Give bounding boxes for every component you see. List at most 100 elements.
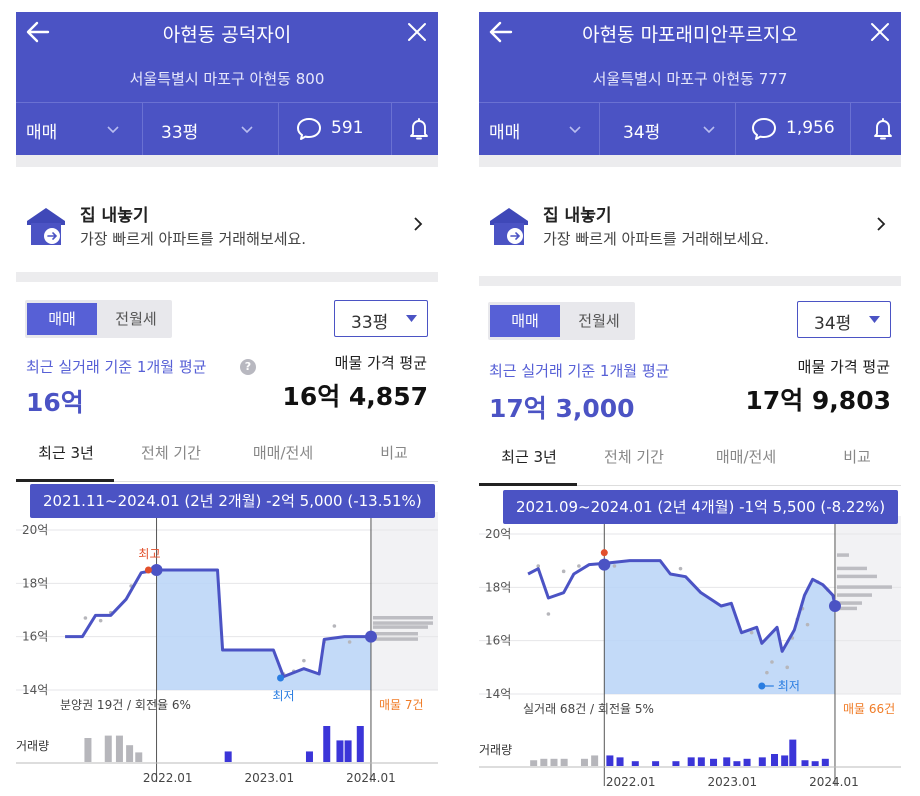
- volume-bar: [771, 754, 779, 766]
- comment-count: 1,956: [786, 118, 835, 138]
- asking-price-bar: [372, 637, 418, 641]
- period-highlight-area: [156, 570, 371, 690]
- deal-type-dropdown[interactable]: 매매: [479, 103, 600, 155]
- deal-type-dropdown[interactable]: 매매: [16, 103, 143, 155]
- size-select[interactable]: 33평: [334, 300, 428, 337]
- asking-price-bar: [836, 601, 862, 605]
- trade-point: [770, 660, 774, 664]
- tab-all-period[interactable]: 전체 기간: [604, 448, 664, 466]
- volume-bar: [723, 757, 731, 766]
- chevron-right-icon: [877, 217, 886, 231]
- x-tick-label: 2024.01: [809, 775, 859, 789]
- chevron-down-icon: [107, 126, 119, 134]
- volume-bar: [323, 726, 331, 762]
- size-select[interactable]: 34평: [797, 301, 891, 338]
- min-price-marker: [758, 682, 766, 690]
- tab-recent-3y[interactable]: 최근 3년: [501, 448, 557, 466]
- volume-bar: [540, 758, 548, 766]
- deal-type-label: 매매: [26, 123, 58, 143]
- filter-bar: 매매 34평 1,956: [479, 102, 901, 155]
- complex-panel-gongdeok: 아현동 공덕자이 서울특별시 마포구 아현동 800 매매 33평 591 집 …: [16, 12, 438, 796]
- toggle-sale[interactable]: 매매: [490, 305, 560, 337]
- trade-point: [805, 622, 810, 627]
- trade-stats: 분양권 19건 / 회전율 6%: [60, 698, 191, 712]
- volume-bar: [560, 758, 568, 766]
- trade-stats: 실거래 68건 / 회전율 5%: [523, 702, 654, 716]
- asking-price-bar: [836, 593, 872, 597]
- complex-title: 아현동 공덕자이: [162, 24, 292, 46]
- deal-toggle: 매매 전월세: [25, 300, 172, 338]
- volume-bar: [672, 761, 680, 766]
- deal-type-label: 매매: [489, 123, 521, 143]
- tab-sale-jeonse[interactable]: 매매/전세: [715, 448, 777, 466]
- size-select-value: 34평: [814, 314, 852, 334]
- complex-header: 아현동 공덕자이 서울특별시 마포구 아현동 800 매매 33평 591: [16, 12, 438, 155]
- bell-icon[interactable]: [871, 116, 895, 142]
- trade-point: [577, 564, 581, 568]
- period-highlight-area: [604, 560, 835, 694]
- trade-point: [678, 566, 683, 571]
- period-start-point: [598, 558, 611, 571]
- volume-bar: [305, 751, 313, 762]
- tab-recent-3y[interactable]: 최근 3년: [38, 444, 94, 462]
- chevron-down-icon: [703, 126, 715, 134]
- asking-price-label: 매물 가격 평균: [797, 358, 890, 376]
- bell-icon[interactable]: [407, 116, 431, 142]
- y-tick-label: 16억: [22, 630, 48, 644]
- avg-price-label: 최근 실거래 기준 1개월 평균: [26, 358, 207, 376]
- asking-count: 매물 7건: [379, 698, 424, 712]
- trade-point: [347, 640, 352, 644]
- back-arrow-icon[interactable]: [487, 18, 515, 46]
- trade-point: [765, 670, 769, 675]
- volume-bar: [801, 760, 809, 766]
- volume-bar: [104, 735, 112, 762]
- help-icon[interactable]: ?: [240, 359, 256, 375]
- asking-area: [370, 512, 438, 690]
- trade-point: [561, 569, 566, 574]
- divider: [479, 276, 901, 286]
- chevron-down-icon: [241, 126, 253, 134]
- trade-point: [749, 630, 754, 635]
- list-property-banner[interactable]: 집 내놓기 가장 빠르게 아파트를 거래해보세요.: [16, 166, 438, 268]
- back-arrow-icon[interactable]: [24, 18, 52, 46]
- volume-bar: [606, 755, 614, 766]
- volume-bar: [126, 745, 134, 762]
- asking-price-bar: [836, 553, 849, 557]
- tab-compare[interactable]: 비교: [843, 448, 871, 466]
- active-tab-underline: [479, 483, 577, 486]
- asking-price-bar: [372, 616, 433, 620]
- close-icon[interactable]: [404, 19, 430, 45]
- chevron-right-icon: [414, 217, 423, 231]
- comments-button[interactable]: 591: [279, 103, 392, 155]
- trade-point: [98, 618, 103, 623]
- chevron-down-icon: [569, 126, 581, 134]
- size-label: 34평: [623, 123, 661, 143]
- house-upload-icon: [490, 208, 528, 245]
- volume-bar: [591, 755, 599, 766]
- toggle-rent[interactable]: 전월세: [578, 312, 620, 330]
- size-dropdown[interactable]: 33평: [143, 103, 279, 155]
- period-tabs: 최근 3년 전체 기간 매매/전세 비교: [16, 432, 438, 482]
- volume-label: 거래량: [16, 739, 49, 753]
- y-tick-label: 14억: [485, 687, 511, 701]
- listing-title: 집 내놓기: [80, 206, 149, 226]
- tab-all-period[interactable]: 전체 기간: [141, 444, 201, 462]
- close-icon[interactable]: [867, 19, 893, 45]
- x-tick-label: 2022.01: [606, 775, 656, 789]
- volume-bar: [616, 757, 624, 766]
- toggle-sale[interactable]: 매매: [27, 303, 97, 335]
- x-tick-label: 2022.01: [143, 771, 193, 785]
- y-tick-label: 18억: [485, 580, 511, 594]
- tab-sale-jeonse[interactable]: 매매/전세: [252, 444, 314, 462]
- list-property-banner[interactable]: 집 내놓기 가장 빠르게 아파트를 거래해보세요.: [479, 166, 901, 268]
- tab-compare[interactable]: 비교: [380, 444, 408, 462]
- comments-button[interactable]: 1,956: [736, 103, 851, 155]
- complex-header: 아현동 마포래미안푸르지오 서울특별시 마포구 아현동 777 매매 34평 1…: [479, 12, 901, 155]
- x-tick-label: 2023.01: [245, 771, 295, 785]
- asking-price-bar: [372, 621, 433, 625]
- toggle-rent[interactable]: 전월세: [115, 310, 157, 328]
- volume-bar: [789, 739, 797, 766]
- size-dropdown[interactable]: 34평: [600, 103, 736, 155]
